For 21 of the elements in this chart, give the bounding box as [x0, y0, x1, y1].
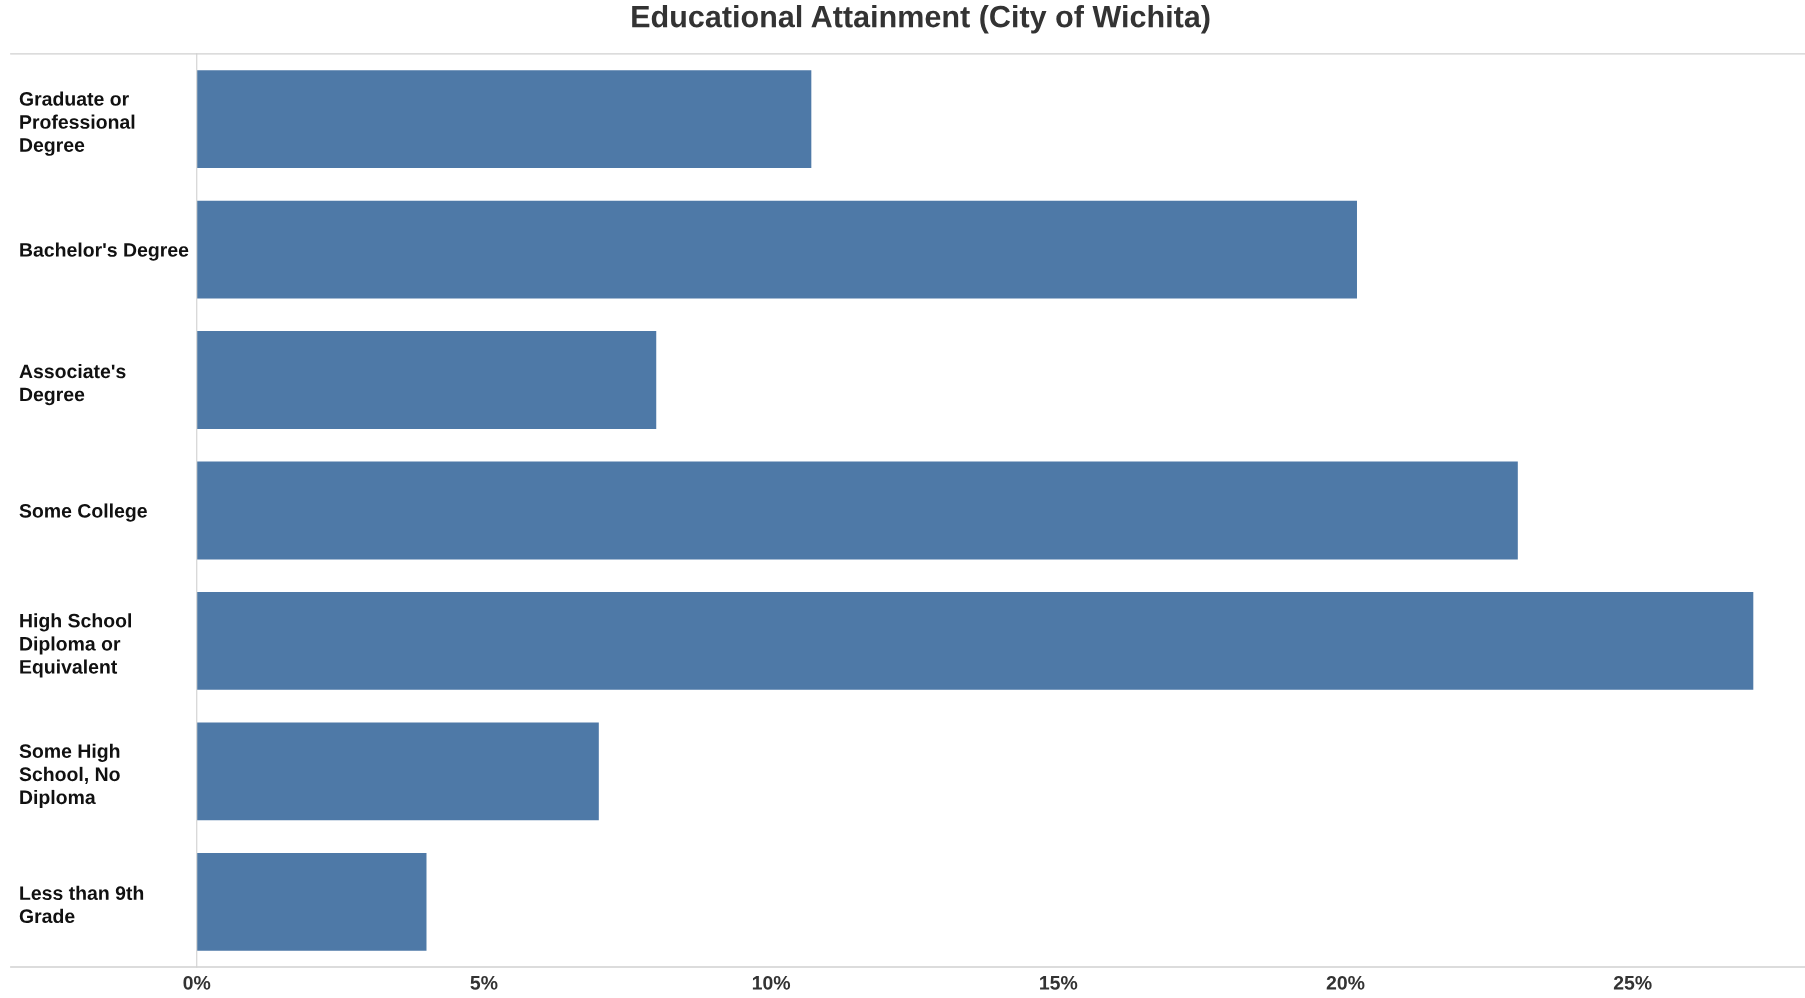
bar [196, 852, 427, 951]
y-tick-label: Bachelor's Degree [20, 242, 189, 261]
y-tick-label: Graduate or Professional Degree [19, 91, 135, 156]
x-tick-label: 25% [1613, 975, 1652, 990]
bar [196, 70, 812, 169]
x-tick-label: 0% [183, 975, 211, 990]
bar [196, 200, 1357, 299]
y-tick-label: High School Diploma or Equivalent [20, 613, 132, 678]
y-tick-label: Some High School, No Diploma [19, 743, 120, 809]
bar [196, 331, 657, 429]
x-tick-label: 15% [1040, 975, 1078, 990]
bar [196, 722, 599, 821]
y-tick-label: Some College [19, 503, 147, 522]
chart-title: Educational Attainment (City of Wichita) [632, 4, 1210, 34]
bar [196, 461, 1518, 560]
x-tick-label: 5% [470, 975, 498, 990]
y-tick-label: Less than 9th Grade [19, 885, 144, 924]
x-tick-label: 20% [1326, 975, 1365, 990]
bar [196, 592, 1754, 690]
x-tick-label: 10% [752, 975, 791, 990]
y-tick-label: Associate's Degree [19, 363, 126, 406]
